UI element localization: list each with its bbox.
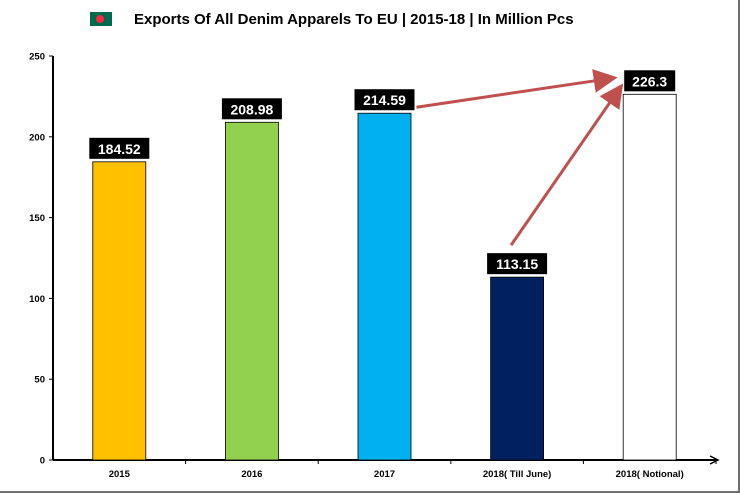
data-label-box [354,89,415,111]
data-label: 184.52 [98,141,141,157]
bar [622,93,677,461]
bar [490,276,545,461]
bar [92,161,147,461]
x-category-label: 2018( Till June) [483,469,551,480]
x-category-label: 2017 [374,469,395,480]
data-label-box [624,70,676,92]
y-tick-label: 250 [29,52,45,63]
x-category-label: 2015 [109,469,131,480]
data-label: 208.98 [230,101,273,117]
data-label: 214.59 [363,92,406,108]
x-category-label: 2018( Notional) [616,469,684,480]
bangladesh-flag-icon [90,12,112,26]
y-tick-label: 200 [29,132,45,143]
y-tick-label: 150 [29,213,45,224]
x-axis-arrow [709,455,720,465]
y-tick-label: 0 [40,456,45,467]
bar [224,121,279,461]
bar [357,112,412,461]
chart-title: Exports Of All Denim Apparels To EU | 20… [134,10,574,28]
data-label-box [89,137,150,159]
data-label-box [487,253,548,275]
x-category-label: 2016 [241,469,262,480]
trend-arrow-till-june [509,83,624,247]
title-row: Exports Of All Denim Apparels To EU | 20… [90,8,574,30]
data-label-box [221,98,282,120]
data-label: 226.3 [632,73,667,89]
y-tick-label: 50 [34,375,45,386]
trend-arrow-2017 [416,69,618,109]
y-tick-label: 100 [29,294,45,305]
data-label: 113.15 [496,256,538,272]
